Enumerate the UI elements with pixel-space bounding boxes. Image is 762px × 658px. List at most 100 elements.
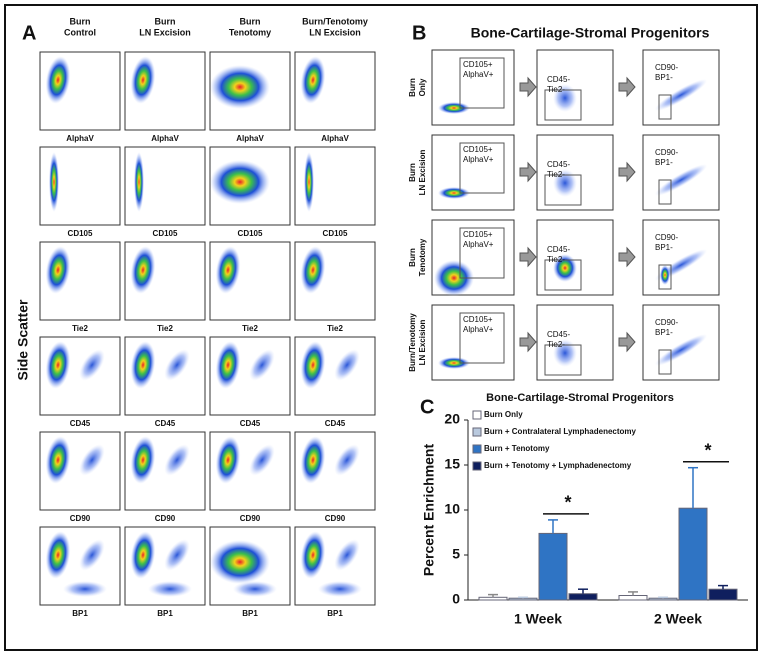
density-blob [63,581,107,597]
density-blob [334,349,360,381]
row-label: BP1 [327,609,343,618]
row-label: CD45 [240,419,261,428]
density-blob [300,436,326,484]
row-label: Tie2 [72,324,88,333]
row-label: Burn [408,78,417,97]
density-blob [660,265,670,285]
label: CD105+ [463,315,493,324]
density-blob [45,341,71,389]
label: CD90- [655,63,678,72]
density-blob [553,339,577,367]
density-blob [438,102,470,114]
annotation: * [704,440,711,460]
row-label: Burn [408,163,417,182]
density-blob [215,246,241,294]
density-blob [438,187,470,199]
density-blob [300,531,326,579]
density-blob [130,531,156,579]
gate [658,264,672,290]
label: Tie2- [547,85,565,94]
row-label: CD90 [240,514,261,523]
arrow [519,76,537,98]
density-blob [49,152,59,212]
gate [658,94,672,120]
y-tick-label: 5 [452,546,460,562]
label: LN Excision [139,27,191,37]
density-blob [148,581,192,597]
bar [568,593,598,601]
label: CD90- [655,318,678,327]
chart-title: Bone-Cartilage-Stromal Progenitors [486,392,674,404]
row-label: AlphaV [151,134,179,143]
density-blob [164,539,190,571]
density-blob [210,540,270,584]
row-label: Tie2 [157,324,173,333]
legend-swatch [472,427,482,437]
density-blob [130,246,156,294]
bar [708,588,738,601]
label: CD90- [655,148,678,157]
label: CD105+ [463,60,493,69]
row-label: CD105 [153,229,178,238]
bar [678,507,708,601]
bar [618,595,648,601]
arrow [618,76,636,98]
label: CD45- [547,245,570,254]
flow-plot [642,134,720,211]
label: BP1- [655,158,673,167]
arrow [618,246,636,268]
gate [544,89,582,121]
density-blob [553,84,577,112]
density-blob [233,581,277,597]
density-blob [654,164,708,196]
gate [544,344,582,376]
row-label: CD45 [155,419,176,428]
row-label: BP1 [242,609,258,618]
row-label: CD105 [323,229,348,238]
legend-label: Burn + Tenotomy + Lymphadenectomy [484,461,632,470]
row-label: Tie2 [242,324,258,333]
y-tick-label: 10 [444,501,460,517]
x-tick-label: 2 Week [654,611,702,627]
density-blob [300,56,326,104]
row-label: BP1 [157,609,173,618]
label: BP1- [655,328,673,337]
label: LN Excision [309,27,361,37]
bar [508,597,538,601]
legend-swatch [472,410,482,420]
density-blob [553,254,577,282]
label: AlphaV+ [463,155,494,164]
label: Tenotomy [229,27,271,37]
legend-label: Burn + Contralateral Lymphadenectomy [484,427,637,436]
label: AlphaV+ [463,240,494,249]
row-label: CD90 [325,514,346,523]
density-blob [304,152,314,212]
row-label: CD90 [70,514,91,523]
flow-plot [536,134,614,211]
gate [658,349,672,375]
row-label: AlphaV [321,134,349,143]
label: Control [64,27,96,37]
label: AlphaV+ [463,325,494,334]
arrow [519,246,537,268]
y-tick-label: 0 [452,591,460,607]
gate [459,142,505,194]
density-blob [334,444,360,476]
row-label: LN Excision [418,149,427,195]
density-blob [215,341,241,389]
arrow [519,331,537,353]
density-blob [45,56,71,104]
label: BP1- [655,73,673,82]
density-blob [45,436,71,484]
label: Tie2- [547,170,565,179]
bar [478,596,508,601]
label: Burn [70,16,91,26]
density-blob [164,444,190,476]
row-label: Burn [408,248,417,267]
x-tick-label: 1 Week [514,611,562,627]
label: CD105+ [463,230,493,239]
row-label: CD45 [325,419,346,428]
flow-plot [642,219,720,296]
density-blob [130,436,156,484]
